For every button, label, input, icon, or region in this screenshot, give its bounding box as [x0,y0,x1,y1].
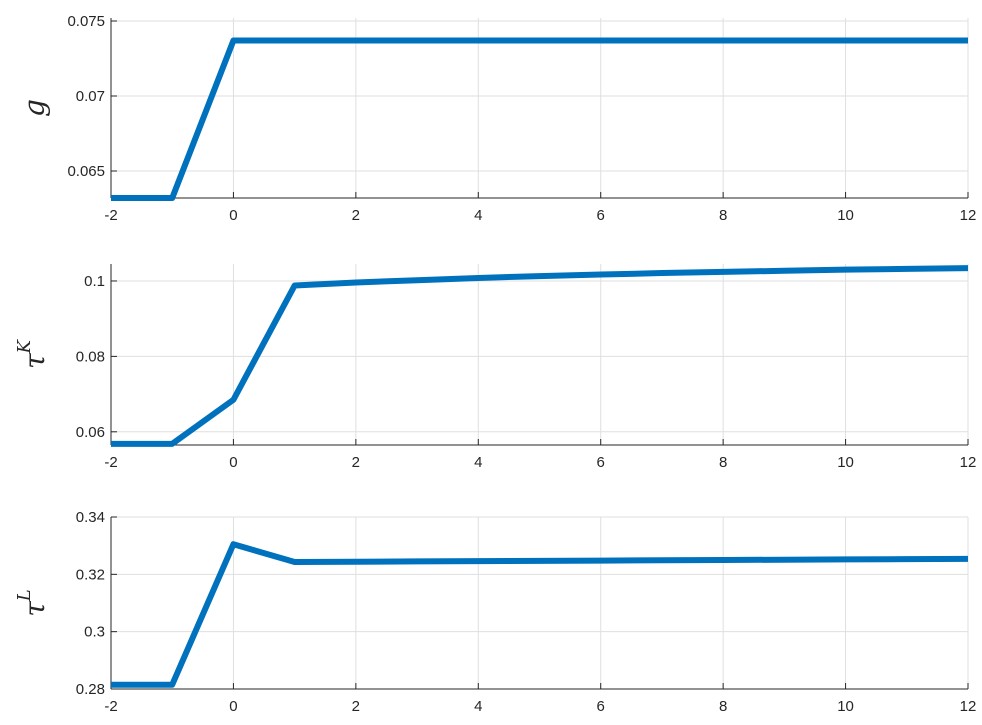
x-tick-label: 0 [229,698,237,715]
y-axis-label-superscript: L [14,589,35,602]
y-tick-label: 0.34 [76,509,105,526]
y-axis-label: τK [14,338,51,369]
x-tick-label: 10 [837,454,854,471]
subplot-1: -2 0 2 4 6 8 10 12 0.065 0.07 0.075 g [18,13,976,224]
y-tick-label: 0.065 [67,163,105,180]
subplot-3: -2 0 2 4 6 8 10 12 0.28 0.3 0.32 0.34 τL [14,509,976,715]
x-tick-label: 8 [719,698,727,715]
x-tick-label: 4 [474,698,482,715]
y-tick-label: 0.28 [76,681,105,698]
x-tick-label: 8 [719,454,727,471]
x-tick-label: 4 [474,454,482,471]
x-tick-label: 6 [597,698,605,715]
y-axis-label: τL [14,589,51,616]
x-tick-label: 0 [229,454,237,471]
y-axis-label-symbol: τ [18,601,51,617]
x-tick-label: -2 [104,454,117,471]
y-axis-label-symbol: τ [18,353,51,369]
y-tick-label: 0.07 [76,88,105,105]
y-axis-label: g [18,99,51,117]
x-tick-label: 2 [352,207,360,224]
x-tick-label: 2 [352,454,360,471]
y-axis-label-symbol: g [18,99,51,117]
x-tick-label: 12 [960,454,977,471]
y-axis-label-superscript: K [14,338,35,354]
x-tick-label: 10 [837,207,854,224]
x-tick-label: -2 [104,698,117,715]
x-tick-label: -2 [104,207,117,224]
y-tick-label: 0.1 [84,273,105,290]
series-line [111,265,969,447]
y-tick-label: 0.075 [67,13,105,30]
x-tick-label: 8 [719,207,727,224]
x-tick-label: 0 [229,207,237,224]
series-line [111,541,969,688]
x-tick-label: 6 [597,207,605,224]
x-tick-label: 12 [960,698,977,715]
y-tick-label: 0.3 [84,624,105,641]
x-tick-label: 6 [597,454,605,471]
x-tick-label: 4 [474,207,482,224]
x-tick-label: 2 [352,698,360,715]
series-line [111,37,968,201]
y-tick-label: 0.32 [76,566,105,583]
y-tick-label: 0.06 [76,424,105,441]
y-tick-label: 0.08 [76,348,105,365]
subplot-2: -2 0 2 4 6 8 10 12 0.06 0.08 0.1 τK [14,264,976,471]
x-tick-label: 10 [837,698,854,715]
x-tick-label: 12 [960,207,977,224]
